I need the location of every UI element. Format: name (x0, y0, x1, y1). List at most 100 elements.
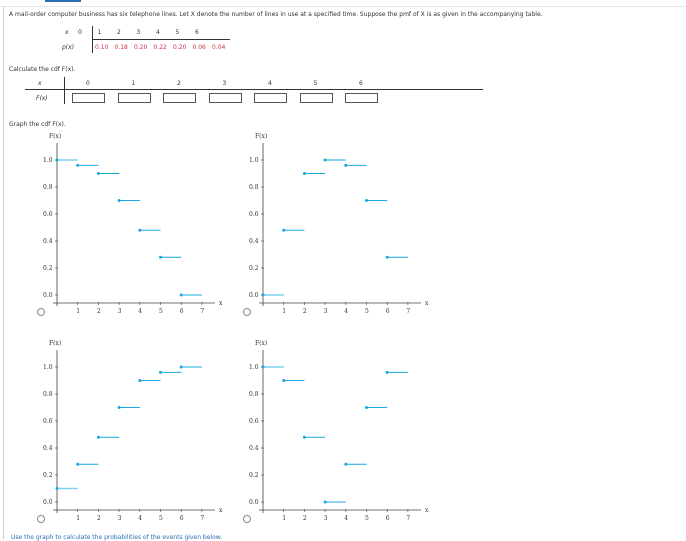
problem-intro: A mail-order computer business has six t… (9, 11, 543, 18)
pmf-p-value: 0.18 (114, 44, 128, 51)
step-point (138, 379, 142, 382)
y-tick-label: 0.0 (249, 499, 259, 506)
x-tick-label: 2 (97, 515, 101, 522)
step-point (159, 255, 162, 259)
y-tick-label: 1.0 (249, 364, 259, 371)
step-point (179, 293, 183, 297)
step-point (55, 158, 59, 162)
step-point (344, 163, 348, 167)
x-tick-label: 7 (406, 515, 410, 522)
y-tick-label: 1.0 (249, 157, 259, 164)
x-tick-label: 6 (386, 308, 390, 315)
graph-option-radio[interactable] (243, 308, 251, 316)
step-point (261, 293, 265, 297)
x-tick-label: 3 (324, 308, 328, 315)
cdf-input-6[interactable] (345, 93, 378, 103)
y-tick-label: 0.4 (249, 445, 259, 452)
x-tick-label: 4 (344, 515, 348, 522)
y-tick-label: 0.8 (249, 184, 259, 191)
x-tick-label: 5 (365, 515, 369, 522)
y-tick-label: 0.4 (43, 445, 53, 452)
pmf-p-value: 0.04 (212, 44, 226, 51)
y-tick-label: 0.6 (43, 418, 53, 425)
step-point (365, 406, 368, 409)
y-axis-label: F(x) (255, 133, 267, 140)
cdf-input-2[interactable] (163, 93, 196, 103)
pmf-x-value: 5 (175, 29, 180, 36)
y-tick-label: 0.4 (249, 238, 259, 245)
y-tick-label: 1.0 (43, 364, 53, 371)
pmf-p-value: 0.20 (134, 44, 148, 51)
step-point (302, 172, 306, 175)
cdf-x-value: 1 (131, 80, 136, 87)
x-tick-label: 7 (200, 515, 204, 522)
cdf-graph-option-2: F(x) x 0.0 0.2 0.4 0.6 0.8 1.0 1 2 3 4 5 6 7 (206, 130, 436, 334)
cdf-graph: F(x) x 0.0 0.2 0.4 0.6 0.8 1.0 1 2 3 4 5 6 7 (43, 133, 223, 315)
y-tick-label: 0.6 (249, 418, 259, 425)
y-tick-label: 0.0 (43, 292, 53, 299)
active-tab-indicator (45, 0, 81, 2)
cdf-prompt: Calculate the cdf F(x). (9, 66, 76, 73)
left-border (3, 7, 4, 539)
step-point (323, 500, 327, 504)
step-point (117, 199, 121, 202)
pmf-x-value: 0 (78, 29, 82, 36)
cdf-divider-h (25, 89, 483, 90)
y-tick-label: 0.8 (43, 391, 53, 398)
x-tick-label: 6 (180, 308, 184, 315)
pmf-x-label: x (65, 29, 69, 36)
step-point (96, 172, 100, 175)
cdf-input-5[interactable] (299, 93, 333, 103)
y-tick-label: 0.0 (249, 292, 259, 299)
x-tick-label: 2 (303, 308, 307, 315)
cdf-graph: F(x) x 0.0 0.2 0.4 0.6 0.8 1.0 1 2 3 4 5 6 7 (249, 133, 429, 315)
pmf-x-value: 6 (195, 29, 199, 36)
graph-option-radio[interactable] (37, 308, 45, 316)
step-point (344, 462, 348, 466)
cdf-input-3[interactable] (208, 93, 242, 103)
cdf-input-4[interactable] (254, 93, 287, 103)
cdf-graph-option-4: F(x) x 0.0 0.2 0.4 0.6 0.8 1.0 1 2 3 4 5 6 7 (206, 337, 436, 541)
step-point (385, 370, 389, 374)
y-tick-label: 0.2 (43, 265, 53, 272)
graph-option-radio[interactable] (243, 515, 251, 523)
x-tick-label: 3 (118, 308, 122, 315)
cdf-input-1[interactable] (117, 93, 151, 103)
x-tick-label: 1 (282, 515, 286, 522)
cdf-x-value: 4 (268, 80, 272, 87)
x-tick-label: 1 (76, 308, 80, 315)
cdf-input-0[interactable] (72, 93, 105, 103)
y-tick-label: 0.8 (249, 391, 259, 398)
y-tick-label: 0.2 (43, 472, 53, 479)
x-tick-label: 5 (159, 308, 163, 315)
x-tick-label: 4 (138, 515, 142, 522)
pmf-p-label: p(x) (62, 44, 75, 51)
step-point (117, 406, 121, 409)
graph-option-radio[interactable] (37, 515, 45, 523)
x-tick-label: 6 (386, 515, 390, 522)
x-tick-label: 6 (180, 515, 184, 522)
x-tick-label: 7 (406, 308, 410, 315)
cdf-x-label: x (38, 80, 42, 87)
x-tick-label: 7 (200, 308, 204, 315)
x-tick-label: 2 (303, 515, 307, 522)
footer-text: Use the graph to calculate the probabili… (11, 534, 223, 541)
step-point (282, 228, 286, 232)
cdf-graph: F(x) x 0.0 0.2 0.4 0.6 0.8 1.0 1 2 3 4 5 6 7 (249, 340, 429, 522)
cdf-x-value: 3 (222, 80, 227, 87)
cdf-divider-v (64, 77, 65, 104)
pmf-x-value: 3 (136, 29, 141, 36)
y-tick-label: 0.6 (43, 211, 53, 218)
x-axis-label: x (425, 507, 429, 514)
step-point (76, 163, 80, 167)
cdf-x-value: 5 (313, 80, 318, 87)
step-point (76, 462, 80, 466)
y-axis-label: F(x) (49, 340, 61, 347)
graph-prompt: Graph the cdf F(x). (9, 121, 66, 128)
cdf-f-label: F(x) (36, 95, 48, 102)
pmf-p-value: 0.10 (95, 44, 109, 51)
pmf-p-value: 0.06 (192, 44, 206, 51)
step-point (261, 365, 265, 369)
step-point (159, 370, 162, 374)
top-bar (0, 0, 686, 7)
